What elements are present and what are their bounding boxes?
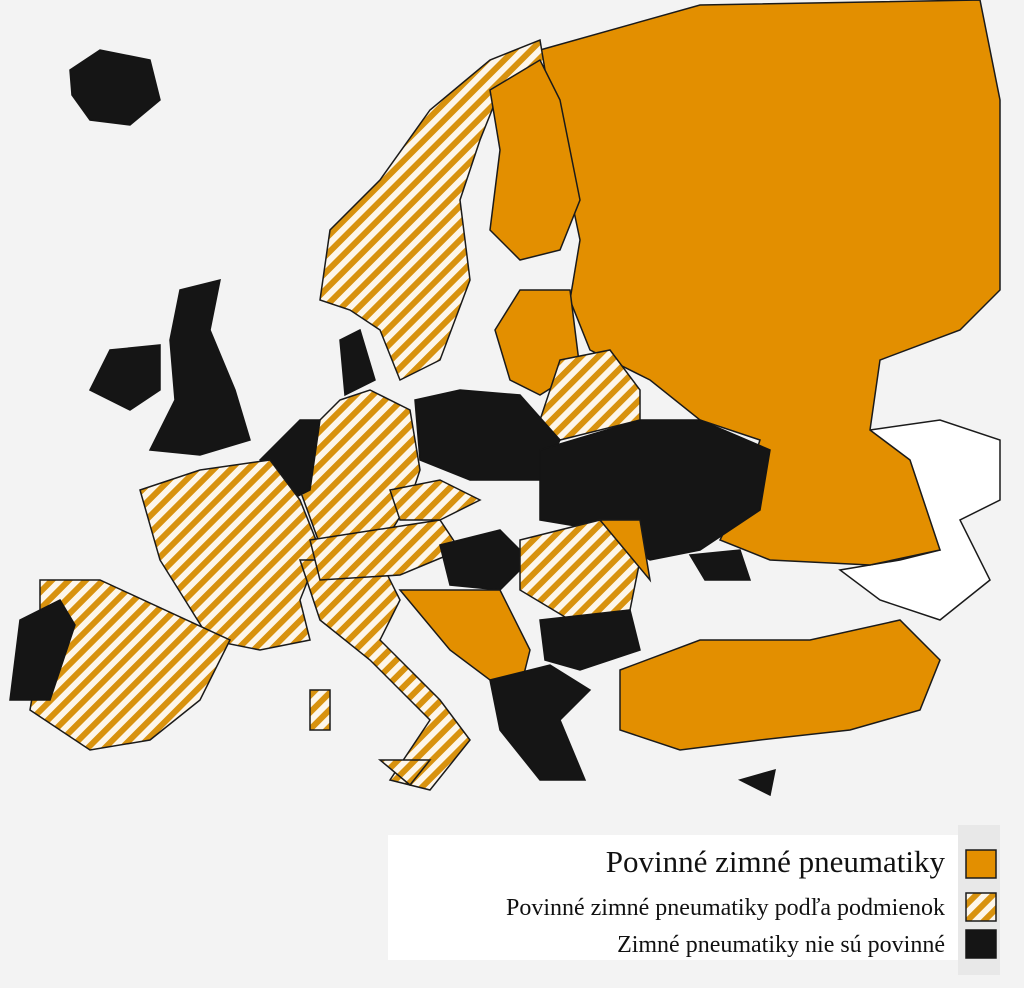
legend-swatch <box>965 892 997 922</box>
norway-sweden <box>319 38 546 382</box>
ireland <box>88 344 161 411</box>
france <box>139 459 321 651</box>
portugal <box>9 599 76 701</box>
denmark <box>339 328 376 397</box>
countries <box>9 0 1001 797</box>
sardinia <box>309 689 331 731</box>
sicily <box>377 759 432 787</box>
turkey <box>619 619 941 751</box>
crimea <box>688 549 752 581</box>
iceland <box>69 49 161 126</box>
legend-label: Zimné pneumatiky nie sú povinné <box>617 932 945 958</box>
legend-label: Povinné zimné pneumatiky podľa podmienok <box>506 895 945 921</box>
caucasus <box>838 419 1001 621</box>
cyprus <box>737 768 776 797</box>
finland <box>489 58 581 261</box>
legend-label: Povinné zimné pneumatiky <box>606 844 946 879</box>
bulgaria <box>539 609 641 671</box>
legend-box <box>388 835 958 960</box>
greece <box>489 664 592 781</box>
legend-swatch <box>965 849 997 879</box>
alps <box>309 519 462 581</box>
czechia <box>389 479 482 521</box>
legend-swatch <box>965 929 997 959</box>
moldova <box>598 519 652 583</box>
italy <box>298 559 471 791</box>
legend: Povinné zimné pneumatiky Povinné zimné p… <box>388 825 1000 975</box>
hungary <box>439 529 532 591</box>
uk <box>148 278 251 456</box>
